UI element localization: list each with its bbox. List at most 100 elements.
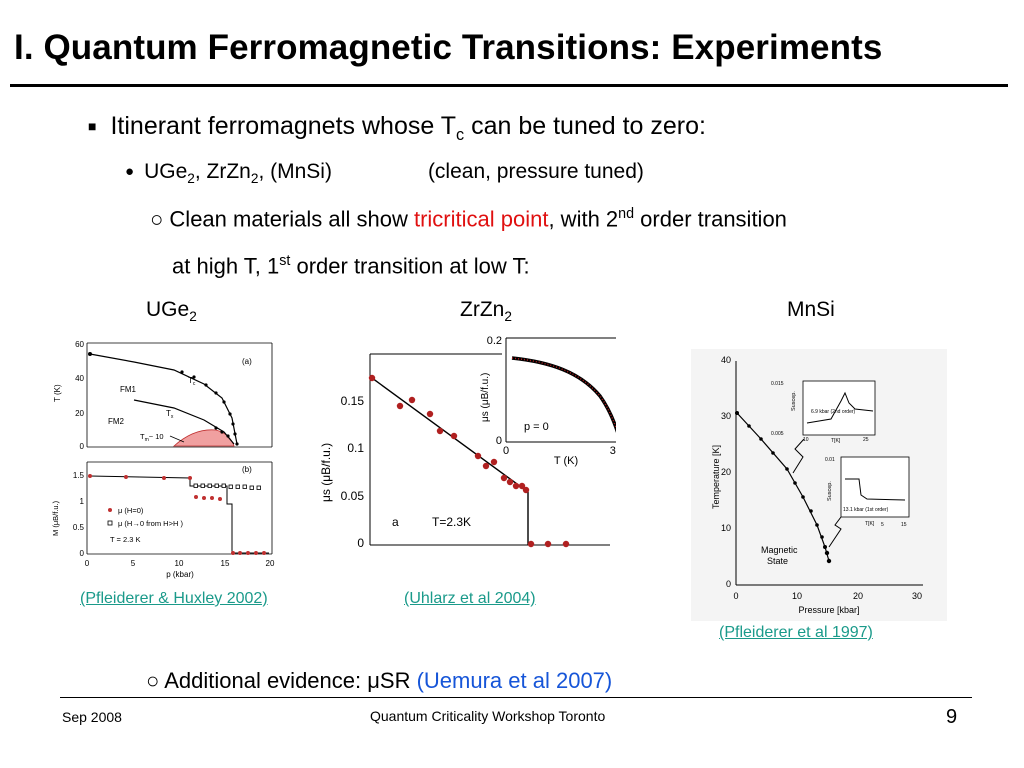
zrzn-sub: 2 — [250, 171, 259, 187]
uge-panel-b: (b) — [242, 465, 252, 474]
mnsi-inset1-xtick-b: 25 — [863, 437, 869, 443]
uge-top-ylabel: T (K) — [53, 384, 62, 402]
zrzn-inset-p: p = 0 — [524, 421, 549, 433]
zrzn-ytick-0.15: 0.15 — [341, 394, 365, 408]
mnsi-inset2-xlabel: T[K] — [865, 521, 875, 527]
mnsi-ytick-30: 30 — [721, 411, 731, 421]
zrzn-ylabel: μs (μB/f.u.) — [319, 443, 333, 502]
uge-tm-label: Tm~ 10 — [140, 432, 164, 443]
dot-bullet-icon: ● — [125, 163, 135, 180]
bullet-materials: ● UGe2, ZrZn2, (MnSi) (clean, pressure tun… — [125, 160, 644, 186]
zrzn-points — [368, 374, 570, 548]
uge-tc-line — [89, 353, 238, 445]
label-uge-sub: 2 — [189, 309, 197, 325]
uge-xtick-5: 5 — [131, 559, 136, 568]
mnsi-inset2-ytick: 0.01 — [825, 457, 835, 463]
mnsi-xtick-20: 20 — [853, 591, 863, 601]
footer-date: Sep 2008 — [62, 709, 122, 725]
mnsi-inset1-frame — [802, 380, 876, 436]
uge-top-ytick-20: 20 — [75, 409, 84, 418]
clean-note: (clean, pressure tuned) — [427, 160, 644, 183]
uge-sub: 2 — [187, 171, 195, 187]
zrzn-inset-xtick-30: 30 — [610, 445, 616, 457]
mnsi-inset1-curve — [806, 391, 874, 424]
mnsi-figure: 40 30 20 10 0 Temperature [K] Magnetic S… — [691, 349, 947, 621]
zrzn-label-a: a — [392, 515, 399, 529]
mnsi-inset1-label: 6.9 kbar (2nd order) — [811, 409, 856, 415]
bullet-tricritical: ○ Clean materials all show tricritical p… — [150, 206, 787, 232]
zrzn2-figure: 0.15 0.1 0.05 0 μs (μB/f.u.) a T=2.3K 0.… — [310, 330, 616, 552]
musr-text: Additional evidence: μSR — [164, 668, 417, 693]
mnsi-ytick-20: 20 — [721, 467, 731, 477]
zrzn-ytick-0.1: 0.1 — [347, 441, 364, 455]
circle-bullet-icon: ○ — [150, 206, 164, 232]
uemura-ref[interactable]: (Uemura et al 2007) — [416, 668, 613, 693]
mnsi-inset2-pointer — [828, 516, 842, 548]
uge-top-ytick-0: 0 — [80, 442, 85, 451]
mnsi-ytick-10: 10 — [721, 523, 731, 533]
uge-tm-arrow — [169, 435, 185, 443]
mnsi-xlabel: Pressure [kbar] — [798, 605, 859, 615]
b3b-pre: at high T, 1 — [172, 253, 280, 279]
bullet-musr: ○ Additional evidence: μSR (Uemura et al… — [146, 668, 612, 694]
uge-tx-label: Tx — [166, 409, 174, 420]
mnsi-state: State — [767, 556, 788, 566]
uge-temp: T = 2.3 K — [110, 535, 141, 544]
bullet-itinerant: ■ Itinerant ferromagnets whose Tc can be … — [88, 112, 706, 145]
slide-title: I. Quantum Ferromagnetic Transitions: Ex… — [14, 28, 883, 67]
zrzn-ytick-0: 0 — [357, 536, 364, 550]
bullet1-text: Itinerant ferromagnets whose T — [110, 112, 457, 140]
bullet1-post: can be tuned to zero: — [464, 112, 706, 140]
zrzn-inset-xtick-0: 0 — [503, 445, 509, 457]
label-zrzn-text: ZrZn — [460, 298, 505, 321]
zrzn-inset-ytick-0: 0 — [496, 435, 502, 447]
mnsi-inset2-frame — [840, 456, 910, 518]
uge-xtick-10: 10 — [175, 559, 184, 568]
mnsi-inset1-ytick-b: 0.005 — [771, 431, 784, 437]
uge-legend-2: μ (H→0 from H>H ) — [118, 519, 183, 528]
mnsi-xtick-10: 10 — [792, 591, 802, 601]
uge-m-points-h — [193, 483, 261, 490]
zrzn-temp: T=2.3K — [432, 515, 471, 529]
uge-bot-ytick-0.5: 0.5 — [73, 523, 85, 532]
uge-xtick-20: 20 — [266, 559, 275, 568]
label-zrzn: ZrZn2 — [460, 298, 512, 324]
mnsi-inset2-xtick-b: 15 — [901, 522, 907, 528]
mnsi-magnetic: Magnetic — [761, 545, 798, 555]
b3b-post: order transition at low T: — [290, 253, 530, 279]
uge-tc-points — [88, 352, 239, 446]
uge-fm1-label: FM1 — [120, 385, 137, 394]
uge-bot-ylabel: M (μB/f.u.) — [51, 500, 60, 536]
citation-pfleiderer-huxley[interactable]: (Pfleiderer & Huxley 2002) — [80, 590, 268, 607]
footer-divider — [60, 697, 972, 698]
label-zrzn-sub: 2 — [504, 309, 512, 325]
uge2-figure: 60 40 20 0 T (K) (a) Tc Tx FM1 FM2 Tm~ 1… — [44, 336, 280, 582]
uge-tc-label: Tc — [188, 376, 196, 387]
uge-top-ytick-40: 40 — [75, 374, 84, 383]
mnsi-xtick-30: 30 — [912, 591, 922, 601]
bullet1-sub: c — [456, 126, 465, 144]
zrzn-inset-curve — [511, 356, 616, 433]
b3-pre: Clean materials all show — [169, 206, 414, 232]
b3-mid: , with 2 — [548, 206, 619, 232]
mnsi-ytick-0: 0 — [726, 579, 731, 589]
uge-xtick-15: 15 — [221, 559, 230, 568]
b3b-sup: st — [279, 253, 291, 269]
tricritical-highlight: tricritical point — [413, 206, 549, 232]
bullet-tricritical-cont: at high T, 1st order transition at low T… — [172, 253, 530, 279]
mnsi-ylabel: Temperature [K] — [711, 445, 721, 509]
mnsi-xtick-0: 0 — [733, 591, 738, 601]
mnsi-inset2-label: 13.1 kbar (1st order) — [843, 507, 889, 513]
citation-pfleiderer-1997[interactable]: (Pfleiderer et al 1997) — [719, 624, 873, 641]
mnsi-inset1-ytick-a: 0.015 — [771, 381, 784, 387]
b3-post: order transition — [634, 206, 787, 232]
citation-uhlarz[interactable]: (Uhlarz et al 2004) — [404, 590, 536, 607]
mnsi-inset2-xtick-a: 5 — [881, 522, 884, 528]
mnsi-inset2-ylabel: Suscep. — [827, 481, 833, 501]
zrzn-ytick-0.05: 0.05 — [341, 489, 365, 503]
uge-bot-ytick-0: 0 — [80, 549, 85, 558]
circle-bullet-icon-2: ○ — [146, 668, 160, 693]
uge-xtick-0: 0 — [85, 559, 90, 568]
uge-panel-a: (a) — [242, 357, 252, 366]
uge-legend-dot — [108, 508, 112, 512]
